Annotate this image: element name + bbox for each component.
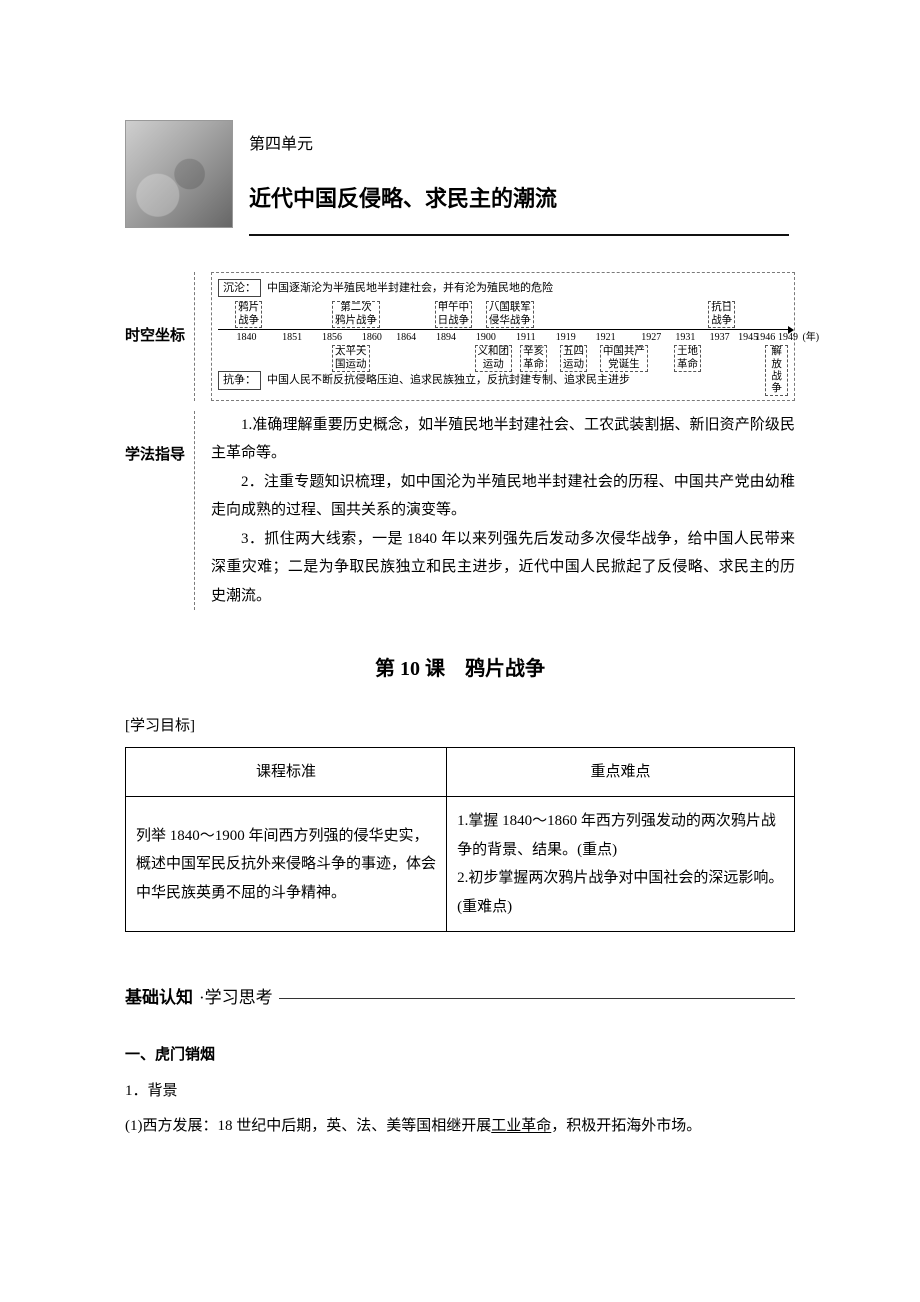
objectives-label: [学习目标] xyxy=(125,712,795,741)
lesson-title: 第 10 课 鸦片战争 xyxy=(125,650,795,688)
guide-label-wrap: 学法指导 xyxy=(125,411,195,611)
timeline-year: 1949 xyxy=(778,331,798,344)
guide-p2: 2．注重专题知识梳理，如中国沦为半殖民地半封建社会的历程、中国共产党由幼稚走向成… xyxy=(211,468,795,525)
unit-title-block: 第四单元 近代中国反侵略、求民主的潮流 xyxy=(249,120,789,236)
sub-heading-1: 一、虎门销烟 xyxy=(125,1041,795,1070)
timeline-event-box: 解放战争 xyxy=(765,345,788,395)
timeline-year: 1900 xyxy=(476,331,496,344)
base-heading-thin: ·学习思考 xyxy=(199,982,273,1014)
timeline-bottom-events: 太平天国运动义和团运动辛亥革命五四运动中国共产党诞生土地革命解放战争 xyxy=(218,345,788,371)
timeline-label-wrap: 时空坐标 xyxy=(125,272,195,401)
unit-header: 第四单元 近代中国反侵略、求民主的潮流 xyxy=(125,120,795,236)
timeline-event-box: 鸦片战争 xyxy=(235,301,262,327)
timeline-year: 1840 xyxy=(237,331,257,344)
timeline-year: 1921 xyxy=(596,331,616,344)
timeline-label: 时空坐标 xyxy=(125,272,194,351)
unit-label: 第四单元 xyxy=(249,130,789,160)
table-row: 课程标准 重点难点 xyxy=(126,747,795,797)
timeline-year: 1864 xyxy=(396,331,416,344)
guide-p3: 3．抓住两大线索，一是 1840 年以来列强先后发动多次侵华战争，给中国人民带来… xyxy=(211,525,795,611)
para-suffix: ，积极开拓海外市场。 xyxy=(551,1118,701,1134)
timeline-bottom-tag: 抗争： xyxy=(218,371,261,389)
timeline-year: 1946 xyxy=(755,331,775,344)
obj-col2-header: 重点难点 xyxy=(447,747,795,797)
timeline-year: 1860 xyxy=(362,331,382,344)
timeline-bottom-band: 抗争： 中国人民不断反抗侵略压迫、追求民族独立，反抗封建专制、追求民主进步 xyxy=(218,371,788,389)
timeline-year: 1851 xyxy=(282,331,302,344)
base-heading-bold: 基础认知 xyxy=(125,982,193,1014)
timeline-axis-unit: (年) xyxy=(802,331,819,344)
timeline-year: 1931 xyxy=(675,331,695,344)
timeline-event-box: 土地革命 xyxy=(674,345,701,371)
guide-p1: 1.准确理解重要历史概念，如半殖民地半封建社会、工农武装割据、新旧资产阶级民主革… xyxy=(211,411,795,468)
timeline-event-box: 甲午中日战争 xyxy=(435,301,473,327)
obj-col1-header: 课程标准 xyxy=(126,747,447,797)
timeline-event-box: 中国共产党诞生 xyxy=(600,345,648,371)
para-prefix: (1)西方发展：18 世纪中后期，英、法、美等国相继开展 xyxy=(125,1118,491,1134)
timeline-top-events: 鸦片战争 第二次鸦片战争 甲午中日战争八国联军侵华战争 抗日战争 xyxy=(218,301,788,327)
sub-heading-2: 1．背景 xyxy=(125,1077,795,1106)
timeline-event-box: 辛亥革命 xyxy=(520,345,547,371)
base-heading-line xyxy=(279,998,795,999)
timeline-year: 1919 xyxy=(556,331,576,344)
timeline-year: 1927 xyxy=(641,331,661,344)
timeline-top-tag: 沉沦： xyxy=(218,279,261,297)
timeline-year: 1894 xyxy=(436,331,456,344)
timeline-event-box: 太平天国运动 xyxy=(332,345,370,371)
guide-label: 学法指导 xyxy=(125,411,194,470)
timeline-top-text: 中国逐渐沦为半殖民地半封建社会，并有沦为殖民地的危险 xyxy=(267,281,553,295)
timeline-event-box: 义和团运动 xyxy=(475,345,513,371)
guide-section: 学法指导 1.准确理解重要历史概念，如半殖民地半封建社会、工农武装割据、新旧资产… xyxy=(125,411,795,611)
timeline-section: 时空坐标 沉沦： 中国逐渐沦为半殖民地半封建社会，并有沦为殖民地的危险 鸦片战争… xyxy=(125,272,795,401)
timeline-axis: 1840 1851 1856 1860 1864 1894 1900 1911 1919 1921… xyxy=(218,329,788,343)
timeline-year: 1937 xyxy=(710,331,730,344)
guide-body: 1.准确理解重要历史概念，如半殖民地半封建社会、工农武装割据、新旧资产阶级民主革… xyxy=(211,411,795,611)
timeline-top-band: 沉沦： 中国逐渐沦为半殖民地半封建社会，并有沦为殖民地的危险 xyxy=(218,279,788,297)
obj-cell1: 列举 1840～1900 年间西方列强的侵华史实，概述中国军民反抗外来侵略斗争的… xyxy=(126,797,447,932)
body-paragraph: (1)西方发展：18 世纪中后期，英、法、美等国相继开展工业革命，积极开拓海外市… xyxy=(125,1112,795,1141)
table-row: 列举 1840～1900 年间西方列强的侵华史实，概述中国军民反抗外来侵略斗争的… xyxy=(126,797,795,932)
timeline-diagram: 沉沦： 中国逐渐沦为半殖民地半封建社会，并有沦为殖民地的危险 鸦片战争 第二次鸦片… xyxy=(211,272,795,401)
unit-illustration xyxy=(125,120,233,228)
timeline-event-box: 抗日战争 xyxy=(708,301,735,327)
base-knowledge-heading: 基础认知 ·学习思考 xyxy=(125,982,795,1014)
timeline-year: 1856 xyxy=(322,331,342,344)
objectives-table: 课程标准 重点难点 列举 1840～1900 年间西方列强的侵华史实，概述中国军… xyxy=(125,747,795,933)
timeline-event-box: 五四运动 xyxy=(560,345,587,371)
timeline-year: 1911 xyxy=(516,331,536,344)
timeline-event-box: 第二次鸦片战争 xyxy=(332,301,380,327)
timeline-bottom-text: 中国人民不断反抗侵略压迫、追求民族独立，反抗封建专制、追求民主进步 xyxy=(267,373,630,387)
obj-cell2: 1.掌握 1840～1860 年西方列强发动的两次鸦片战争的背景、结果。(重点)… xyxy=(447,797,795,932)
unit-title: 近代中国反侵略、求民主的潮流 xyxy=(249,178,789,220)
para-underline: 工业革命 xyxy=(491,1118,551,1134)
timeline-event-box: 八国联军侵华战争 xyxy=(486,301,534,327)
title-underline xyxy=(249,234,789,236)
